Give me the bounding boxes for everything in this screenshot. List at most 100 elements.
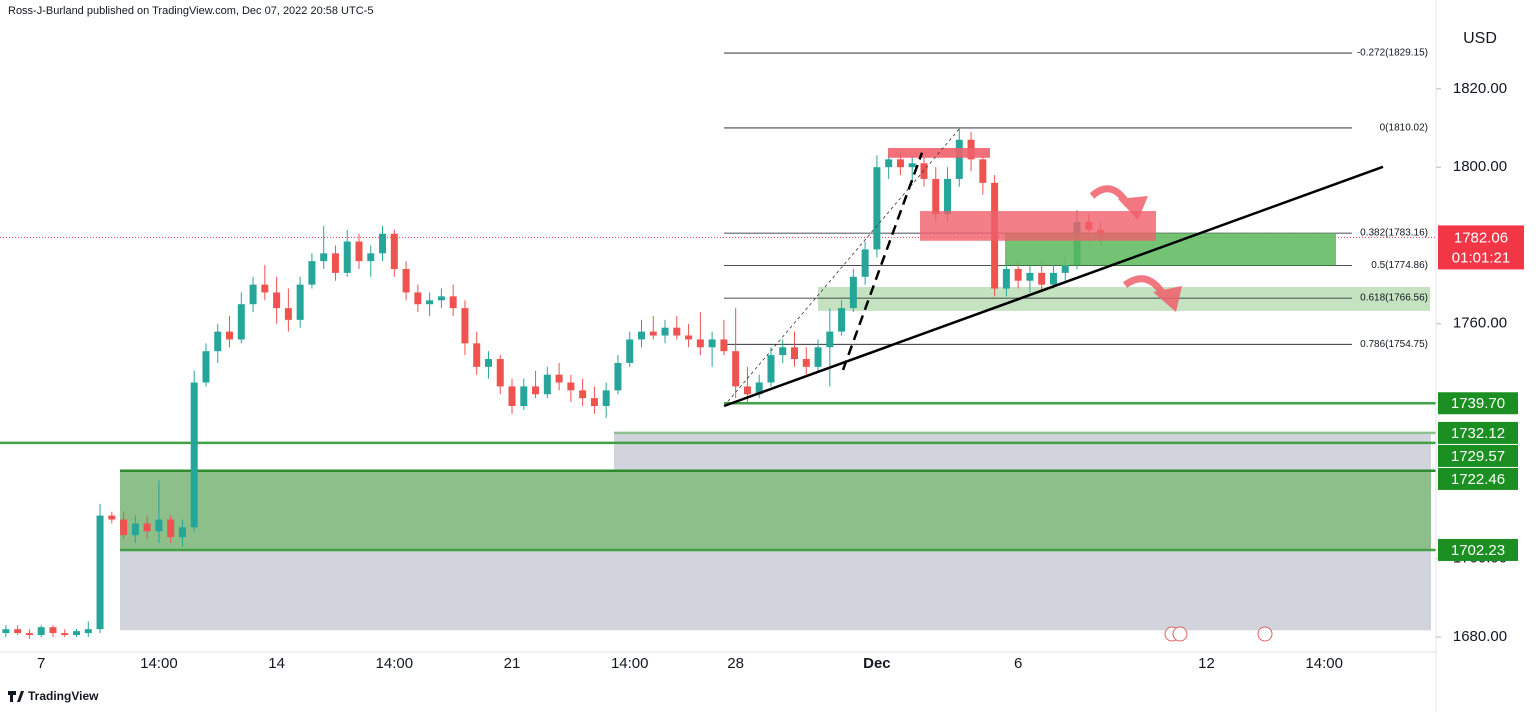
fib-label: 0.786(1754.75) — [1360, 339, 1428, 350]
trendline — [723, 127, 961, 407]
price-tag — [1438, 467, 1518, 490]
candle-body — [932, 178, 940, 215]
candle-body — [355, 241, 363, 262]
candle-body — [955, 139, 963, 179]
countdown-label: 01:01:21 — [1452, 249, 1510, 266]
candle-body — [331, 253, 339, 273]
candle-body — [390, 233, 398, 269]
candle-body — [743, 386, 751, 395]
candle-body — [296, 284, 304, 320]
x-tick-label: 14:00 — [376, 655, 414, 672]
candle-body — [379, 233, 387, 254]
candle-body — [73, 631, 81, 636]
candle-body — [896, 159, 904, 168]
zone — [818, 286, 1430, 311]
footer: TradingView — [28, 689, 99, 703]
candle-body — [1014, 268, 1022, 281]
candle-body — [661, 327, 669, 336]
candle-body — [461, 308, 469, 344]
candle-body — [202, 351, 210, 383]
candle-body — [437, 296, 445, 301]
candle-body — [249, 284, 257, 305]
candle-body — [473, 343, 481, 367]
candle-body — [720, 339, 728, 352]
red-arrows — [1089, 185, 1182, 312]
zone — [614, 432, 1431, 471]
price-tag-label: 1739.70 — [1451, 395, 1505, 412]
candle-body — [779, 347, 787, 356]
trendline — [841, 152, 924, 371]
candle-body — [237, 304, 245, 340]
candle-body — [120, 519, 128, 536]
candle-body — [402, 268, 410, 293]
candle-body — [838, 308, 846, 332]
candle-body — [1038, 272, 1046, 285]
candle-body — [226, 331, 234, 340]
candle-body — [755, 382, 763, 395]
candle-body — [908, 163, 916, 168]
candle-body — [708, 339, 716, 348]
candle-body — [14, 629, 22, 634]
candle-body — [861, 249, 869, 277]
candle-body — [579, 390, 587, 399]
candle-body — [190, 382, 198, 528]
last-price-label: 1782.06 — [1454, 229, 1508, 246]
y-tick-label: 1760.00 — [1453, 315, 1507, 332]
x-tick-label: 14 — [268, 655, 285, 672]
fib-label: 0.5(1774.86) — [1371, 260, 1428, 271]
candle-body — [84, 629, 92, 634]
candle-body — [214, 331, 222, 352]
candle-body — [696, 339, 704, 348]
candle-body — [555, 374, 563, 383]
candle-body — [508, 386, 516, 406]
candle-body — [449, 296, 457, 309]
zone — [120, 470, 1431, 550]
overlays: -0.272(1829.15) 0(1810.02) 0.382(1783.16) 0… — [723, 48, 1428, 408]
price-tag — [1438, 538, 1518, 561]
candle-body — [343, 241, 351, 273]
candle-body — [767, 355, 775, 383]
candle-body — [637, 331, 645, 340]
event-icons — [1164, 626, 1273, 642]
candle-body — [520, 386, 528, 406]
fib-label: -0.272(1829.15) — [1357, 48, 1428, 59]
candle-body — [367, 253, 375, 262]
candle-body — [685, 335, 693, 340]
candle-body — [673, 327, 681, 336]
candle-body — [96, 515, 104, 630]
fib-label: 0(1810.02) — [1380, 123, 1428, 134]
x-tick-label: 6 — [1014, 655, 1022, 672]
candle-body — [791, 347, 799, 360]
price-tag — [1438, 444, 1518, 467]
candle-body — [49, 627, 57, 634]
fib-label: 0.382(1783.16) — [1360, 228, 1428, 239]
x-tick-label: 14:00 — [611, 655, 649, 672]
candle-body — [178, 527, 186, 538]
candle-body — [802, 359, 810, 367]
price-tag-label: 1722.46 — [1451, 471, 1505, 488]
candle-body — [61, 633, 69, 636]
candle-body — [590, 398, 598, 406]
candle-body — [732, 351, 740, 387]
candle-body — [496, 359, 504, 387]
price-tag-label: 1729.57 — [1451, 448, 1505, 465]
candle-body — [920, 163, 928, 179]
candle-body — [1061, 265, 1069, 273]
candle-body — [944, 178, 952, 215]
candle-body — [849, 276, 857, 309]
candle-body — [426, 300, 434, 305]
candle-body — [131, 523, 139, 536]
candle-body — [626, 339, 634, 363]
candle-body — [25, 633, 33, 636]
candle-body — [308, 261, 316, 285]
x-tick-label: 14:00 — [1305, 655, 1343, 672]
x-tick-label: 28 — [727, 655, 744, 672]
tv-logo: TradingView — [8, 689, 99, 703]
candle-body — [167, 519, 175, 538]
x-tick-label: 12 — [1198, 655, 1215, 672]
price-tag — [1438, 421, 1518, 444]
y-tick-label: 1820.00 — [1453, 80, 1507, 97]
candle-body — [143, 523, 151, 532]
